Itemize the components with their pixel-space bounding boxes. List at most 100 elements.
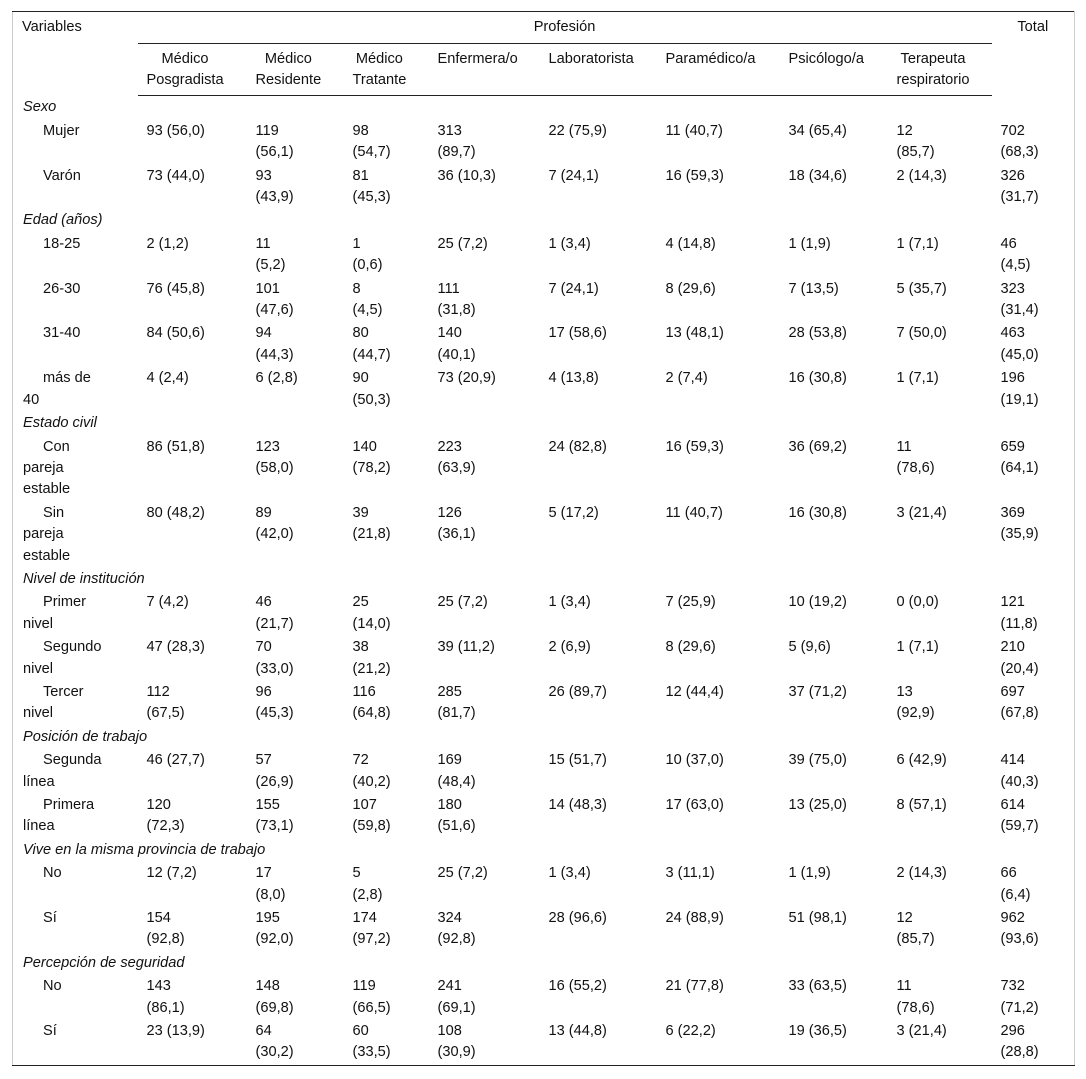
row-label: Varón bbox=[43, 167, 81, 184]
data-cell: 1 (3,4) bbox=[540, 862, 657, 907]
data-cell: 36 (10,3) bbox=[429, 165, 540, 210]
data-cell: 13 (48,1) bbox=[657, 322, 780, 367]
data-cell: 46 (21,7) bbox=[247, 591, 344, 636]
cell-value: 11 (78,6) bbox=[896, 978, 935, 1016]
data-cell: 8 (29,6) bbox=[657, 636, 780, 681]
data-cell: 89 (42,0) bbox=[247, 502, 344, 568]
data-cell: 17 (58,6) bbox=[540, 322, 657, 367]
cell-value: 123 (58,0) bbox=[255, 438, 294, 476]
data-cell: 90 (50,3) bbox=[344, 367, 429, 412]
cell-value: 1 (3,4) bbox=[548, 865, 591, 882]
cell-value: 86 (51,8) bbox=[146, 438, 205, 455]
data-cell: 180 (51,6) bbox=[429, 794, 540, 839]
data-cell: 76 (45,8) bbox=[138, 278, 247, 323]
data-cell: 120 (72,3) bbox=[138, 794, 247, 839]
data-cell: 1 (3,4) bbox=[540, 591, 657, 636]
cell-value: 323 (31,4) bbox=[1000, 280, 1039, 319]
cell-value: 13 (44,8) bbox=[548, 1023, 607, 1040]
cell-value: 38 (21,2) bbox=[352, 639, 391, 677]
total-cell: 66 (6,4) bbox=[992, 862, 1075, 907]
data-row: Primer nivel 7 (4,2) 46 (21,7) 25 (14,0) 25 … bbox=[13, 591, 1075, 636]
data-cell: 93 (56,0) bbox=[138, 120, 247, 165]
data-row: Sí 23 (13,9) 64 (30,2) 60 (33,5) 108 (30,9) 1… bbox=[13, 1020, 1075, 1065]
cell-value: 121 (11,8) bbox=[1000, 594, 1038, 632]
data-row: No 12 (7,2) 17 (8,0) 5 (2,8) 25 (7,2) 1 (3,4)… bbox=[13, 862, 1075, 907]
data-cell: 16 (30,8) bbox=[780, 367, 888, 412]
data-cell: 1 (1,9) bbox=[780, 233, 888, 278]
data-cell: 148 (69,8) bbox=[247, 975, 344, 1020]
cell-value: 25 (7,2) bbox=[437, 594, 488, 611]
column-header-cell: Médico Residente bbox=[246, 43, 344, 97]
data-cell: 96 (45,3) bbox=[247, 681, 344, 726]
cell-value: 3 (21,4) bbox=[896, 504, 947, 521]
cell-value: 107 (59,8) bbox=[352, 797, 391, 835]
data-cell: 80 (44,7) bbox=[344, 322, 429, 367]
cell-value: 73 (44,0) bbox=[146, 167, 205, 184]
cell-value: 98 (54,7) bbox=[352, 122, 391, 161]
cell-value: 81 (45,3) bbox=[352, 167, 391, 206]
column-header: Paramédico/a bbox=[665, 51, 756, 68]
data-cell: 107 (59,8) bbox=[344, 794, 429, 839]
cell-value: 111 (31,8) bbox=[437, 280, 476, 319]
data-cell: 24 (88,9) bbox=[657, 907, 780, 952]
cell-value: 72 (40,2) bbox=[352, 752, 391, 790]
cell-value: 1 (7,1) bbox=[896, 639, 939, 656]
data-cell: 119 (66,5) bbox=[344, 975, 429, 1020]
data-row: Primera línea 120 (72,3) 155 (73,1) 107 (59… bbox=[13, 794, 1075, 839]
data-cell: 285 (81,7) bbox=[429, 681, 540, 726]
column-header-cell: Laboratorista bbox=[539, 43, 657, 97]
cell-value: 96 (45,3) bbox=[255, 683, 294, 722]
data-cell: 28 (96,6) bbox=[540, 907, 657, 952]
column-header: Enfermera/o bbox=[437, 51, 518, 68]
data-cell: 23 (13,9) bbox=[138, 1020, 247, 1065]
data-cell: 4 (2,4) bbox=[138, 367, 247, 412]
data-cell: 39 (11,2) bbox=[429, 636, 540, 681]
data-cell: 313 (89,7) bbox=[429, 120, 540, 165]
cell-value: 37 (71,2) bbox=[788, 683, 847, 700]
cell-value: 241 (69,1) bbox=[437, 978, 476, 1016]
cell-value: 16 (30,8) bbox=[788, 370, 847, 387]
data-cell: 8 (4,5) bbox=[344, 278, 429, 323]
data-cell: 22 (75,9) bbox=[540, 120, 657, 165]
data-cell: 17 (8,0) bbox=[247, 862, 344, 907]
cell-value: 15 (51,7) bbox=[548, 752, 607, 769]
cell-value: 10 (37,0) bbox=[665, 752, 724, 769]
cell-value: 369 (35,9) bbox=[1000, 504, 1039, 543]
data-row: 26-30 76 (45,8) 101 (47,6) 8 (4,5) 111 (31,8… bbox=[13, 278, 1075, 323]
column-header: Psicólogo/a bbox=[788, 51, 864, 68]
cell-value: 12 (44,4) bbox=[665, 683, 724, 700]
data-cell: 119 (56,1) bbox=[247, 120, 344, 165]
data-cell: 7 (24,1) bbox=[540, 278, 657, 323]
cell-value: 26 (89,7) bbox=[548, 683, 607, 700]
cell-value: 126 (36,1) bbox=[437, 504, 476, 543]
row-label: 31-40 bbox=[43, 325, 81, 342]
cell-value: 2 (1,2) bbox=[146, 235, 189, 252]
cell-value: 155 (73,1) bbox=[255, 797, 294, 835]
data-cell: 18 (34,6) bbox=[780, 165, 888, 210]
cell-value: 7 (50,0) bbox=[896, 325, 947, 342]
cell-value: 11 (40,7) bbox=[665, 504, 723, 521]
row-label-cell: Tercer nivel bbox=[13, 681, 138, 726]
row-label: Sí bbox=[43, 1023, 57, 1040]
section-title: Edad (años) bbox=[23, 212, 103, 229]
cell-value: 1 (3,4) bbox=[548, 235, 591, 252]
column-header: Médico Residente bbox=[255, 51, 322, 88]
data-row: más de 40 4 (2,4) 6 (2,8) 90 (50,3) 73 (20,9… bbox=[13, 367, 1075, 412]
cell-value: 39 (21,8) bbox=[352, 504, 391, 543]
row-label: Segundo nivel bbox=[23, 639, 102, 677]
data-cell: 8 (29,6) bbox=[657, 278, 780, 323]
data-cell: 1 (7,1) bbox=[888, 233, 992, 278]
cell-value: 2 (14,3) bbox=[896, 865, 947, 882]
cell-value: 93 (56,0) bbox=[146, 122, 205, 139]
cell-value: 12 (7,2) bbox=[146, 865, 197, 882]
data-cell: 8 (57,1) bbox=[888, 794, 992, 839]
row-label: Sí bbox=[43, 910, 57, 927]
total-cell: 414 (40,3) bbox=[992, 749, 1075, 794]
cell-value: 13 (92,9) bbox=[896, 683, 935, 722]
row-label-cell: No bbox=[13, 975, 138, 1020]
data-cell: 81 (45,3) bbox=[344, 165, 429, 210]
section-title: Percepción de seguridad bbox=[23, 954, 185, 971]
data-cell: 1 (7,1) bbox=[888, 367, 992, 412]
cell-value: 4 (2,4) bbox=[146, 370, 189, 387]
